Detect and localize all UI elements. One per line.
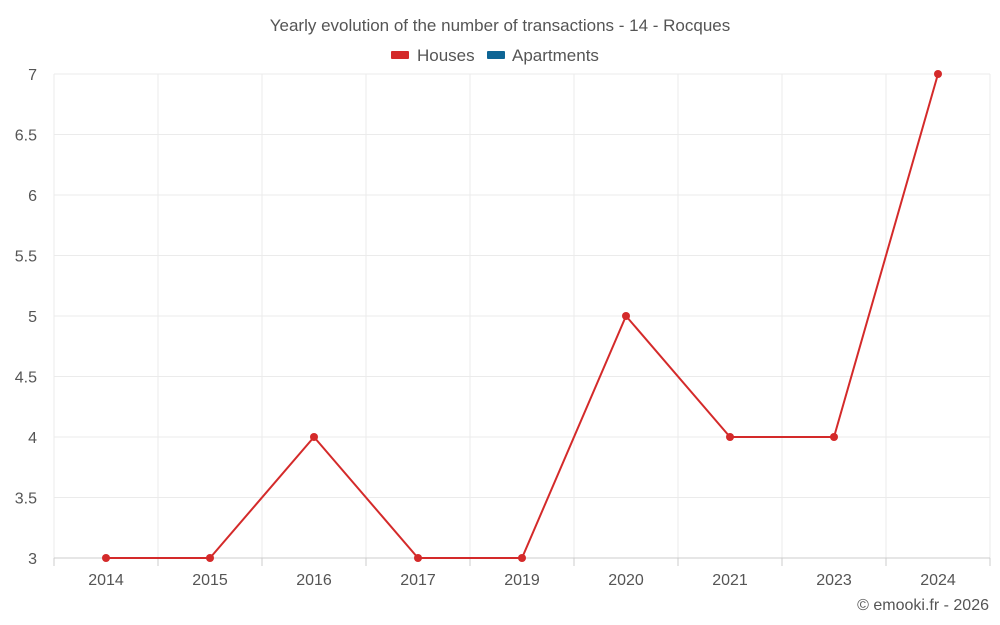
- data-point[interactable]: [622, 312, 630, 320]
- y-tick-label: 3: [28, 551, 37, 568]
- chart-title: Yearly evolution of the number of transa…: [270, 16, 731, 35]
- y-tick-label: 4.5: [15, 370, 37, 387]
- data-point[interactable]: [310, 433, 318, 441]
- legend-swatch-houses: [391, 51, 409, 59]
- y-tick-label: 6: [28, 188, 37, 205]
- legend-label-apartments: Apartments: [512, 46, 599, 65]
- x-tick-label: 2020: [608, 572, 644, 589]
- legend-label-houses: Houses: [417, 46, 475, 65]
- credit-text: © emooki.fr - 2026: [857, 597, 989, 614]
- y-tick-label: 6.5: [15, 128, 37, 145]
- x-tick-label: 2023: [816, 572, 852, 589]
- data-point[interactable]: [206, 554, 214, 562]
- legend-item-apartments[interactable]: Apartments: [487, 46, 599, 65]
- data-point[interactable]: [414, 554, 422, 562]
- data-point[interactable]: [102, 554, 110, 562]
- data-point[interactable]: [518, 554, 526, 562]
- data-point[interactable]: [830, 433, 838, 441]
- series-houses: [102, 70, 942, 562]
- legend-swatch-apartments: [487, 51, 505, 59]
- x-tick-label: 2024: [920, 572, 956, 589]
- y-tick-label: 7: [28, 67, 37, 84]
- legend-item-houses[interactable]: Houses: [391, 46, 475, 65]
- x-tick-label: 2019: [504, 572, 540, 589]
- x-tick-label: 2016: [296, 572, 332, 589]
- y-tick-label: 5.5: [15, 249, 37, 266]
- y-axis: 3 3.5 4 4.5 5 5.5 6 6.5 7: [15, 67, 37, 568]
- data-point[interactable]: [934, 70, 942, 78]
- x-tick-label: 2014: [88, 572, 124, 589]
- y-tick-label: 5: [28, 309, 37, 326]
- y-tick-label: 4: [28, 430, 37, 447]
- x-tick-label: 2017: [400, 572, 436, 589]
- legend: Houses Apartments: [391, 46, 599, 65]
- data-point[interactable]: [726, 433, 734, 441]
- x-tick-label: 2015: [192, 572, 228, 589]
- x-axis: 2014 2015 2016 2017 2019 2020 2021 2023 2024: [53, 557, 991, 589]
- x-tick-label: 2021: [712, 572, 748, 589]
- y-tick-label: 3.5: [15, 491, 37, 508]
- grid: [53, 73, 991, 559]
